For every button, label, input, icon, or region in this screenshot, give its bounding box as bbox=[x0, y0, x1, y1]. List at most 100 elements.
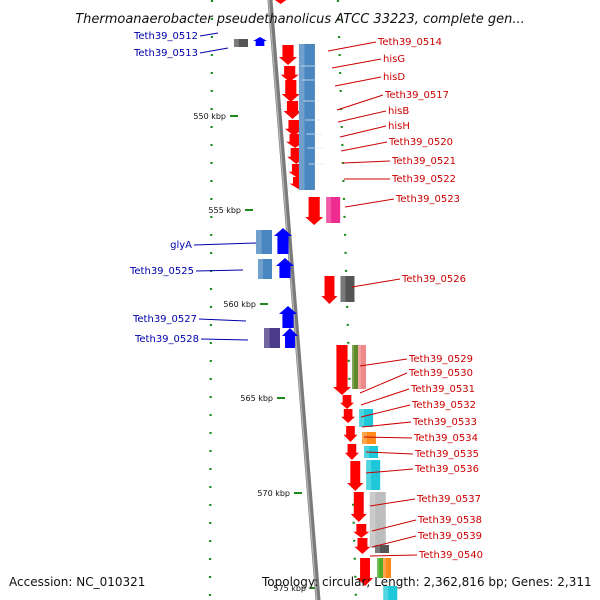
gene-bar-fill bbox=[326, 197, 341, 223]
gene-bar-fill bbox=[234, 39, 248, 47]
gene-bar-Teth39_0539 bbox=[375, 545, 389, 553]
gene-bar-fill bbox=[264, 328, 280, 348]
gene-arrow-forward bbox=[357, 558, 374, 586]
forward-leader-line bbox=[371, 535, 417, 548]
gene-arrow-forward bbox=[281, 80, 300, 102]
forward-leader-line bbox=[365, 468, 414, 474]
forward-leader-line bbox=[334, 76, 382, 87]
reverse-leader-line bbox=[195, 269, 244, 272]
forward-leader-line bbox=[351, 278, 401, 288]
gene-arrow-forward bbox=[279, 45, 297, 65]
forward-leader-line bbox=[339, 125, 387, 138]
kbp-tick-label: 570 kbp bbox=[257, 489, 290, 498]
gene-arrow-forward bbox=[280, 66, 299, 82]
gene-arrow-forward bbox=[350, 492, 367, 522]
forward-leader-line bbox=[371, 519, 417, 532]
gene-bar-fill bbox=[359, 409, 374, 427]
gene-bar-fill bbox=[366, 460, 381, 490]
gene-bar-shine bbox=[258, 259, 263, 279]
topology-text: Topology: circular; Length: 2,362,816 bp… bbox=[261, 575, 592, 589]
reverse-leader-line bbox=[198, 318, 247, 322]
gene-arrow-reverse bbox=[274, 228, 292, 254]
forward-leader-line bbox=[336, 94, 384, 111]
forward-gene-label: hisG bbox=[383, 54, 405, 65]
gene-bar-shine bbox=[340, 276, 346, 302]
gene-bar-shine bbox=[298, 44, 305, 190]
gene-bar-shine bbox=[377, 558, 380, 578]
reverse-gene-label: Teth39_0525 bbox=[129, 266, 194, 277]
forward-gene-label: Teth39_0514 bbox=[377, 37, 442, 48]
forward-gene-label: Teth39_0529 bbox=[408, 354, 473, 365]
kbp-tick-label: 560 kbp bbox=[223, 300, 256, 309]
forward-leader-line bbox=[331, 58, 382, 69]
gene-features bbox=[234, 0, 398, 600]
gene-bar-shine bbox=[358, 345, 361, 389]
gene-arrow-forward bbox=[344, 444, 359, 460]
forward-leader-line bbox=[327, 41, 377, 52]
forward-gene-label: Teth39_0521 bbox=[391, 156, 456, 167]
forward-gene-label: Teth39_0540 bbox=[418, 550, 483, 561]
forward-leader-line bbox=[365, 451, 414, 455]
gene-bar-fill bbox=[258, 259, 272, 279]
map-title: Thermoanaerobacter pseudethanolicus ATCC… bbox=[75, 12, 525, 27]
kbp-tick-label: 550 kbp bbox=[193, 112, 226, 121]
gene-bar-Teth39_0530 bbox=[358, 345, 366, 389]
forward-leader-line bbox=[340, 141, 388, 152]
forward-leader-line bbox=[344, 198, 395, 208]
gene-labels: Teth39_0512 Teth39_0513 glyA Teth39_0525 Tet… bbox=[129, 31, 483, 561]
gene-bar-Teth39_0540a bbox=[377, 558, 384, 578]
forward-gene-label: Teth39_0523 bbox=[395, 194, 460, 205]
gene-bar-fill bbox=[352, 345, 358, 389]
genome-axis-highlight bbox=[268, 0, 318, 600]
forward-leader-line bbox=[369, 498, 416, 507]
gene-bar-Teth39_0537 bbox=[369, 492, 386, 548]
dotted-guide-left bbox=[208, 0, 214, 600]
gene-arrow-forward bbox=[274, 0, 287, 4]
gene-bar-shine bbox=[264, 328, 270, 348]
forward-gene-label: Teth39_0536 bbox=[414, 464, 479, 475]
gene-arrow-reverse bbox=[282, 328, 298, 348]
gene-bar-Teth39_0536 bbox=[366, 460, 381, 490]
forward-leader-line bbox=[360, 404, 411, 418]
reverse-gene-label: Teth39_0513 bbox=[133, 48, 198, 59]
gene-bar-fill bbox=[256, 230, 272, 254]
gene-bar-fill bbox=[369, 492, 386, 548]
gene-arrow-forward bbox=[333, 345, 351, 395]
forward-leader-line bbox=[361, 421, 412, 428]
gene-bar-fill bbox=[358, 345, 366, 389]
reverse-leader-line bbox=[199, 47, 229, 54]
gene-bar-shine bbox=[359, 409, 365, 427]
gene-bar-Teth39_0512 bbox=[234, 39, 248, 47]
forward-leader-line bbox=[359, 372, 408, 394]
forward-gene-label: Teth39_0538 bbox=[417, 515, 482, 526]
gene-bar-Teth39_0528 bbox=[264, 328, 280, 348]
gene-bar-fill bbox=[340, 276, 355, 302]
gene-bar-fill bbox=[377, 558, 384, 578]
forward-gene-label: Teth39_0522 bbox=[391, 174, 456, 185]
reverse-gene-label: Teth39_0528 bbox=[134, 334, 199, 345]
gene-arrow-forward bbox=[347, 461, 364, 491]
gene-bar-shine bbox=[234, 39, 239, 47]
gene-arrow-forward bbox=[341, 409, 356, 423]
kbp-tick-label: 575 kbp bbox=[273, 584, 306, 593]
gene-bar-Teth39_0523 bbox=[326, 197, 341, 223]
gene-arrow-reverse bbox=[279, 306, 297, 328]
forward-leader-line bbox=[337, 110, 387, 123]
gene-bar-Teth39_0540b bbox=[383, 558, 392, 578]
gene-bar-fill bbox=[383, 558, 392, 578]
forward-leader-line bbox=[342, 160, 391, 164]
forward-gene-label: Teth39_0517 bbox=[384, 90, 449, 101]
gene-bar-fill bbox=[361, 432, 376, 444]
gene-bar-hisG bbox=[298, 44, 315, 190]
gene-bar-shine bbox=[383, 586, 389, 600]
gene-arrow-forward bbox=[343, 426, 358, 442]
forward-gene-label: Teth39_0520 bbox=[388, 137, 453, 148]
gene-bar-shine bbox=[352, 345, 355, 389]
gene-bar-fill bbox=[298, 44, 315, 190]
forward-gene-label: hisD bbox=[383, 72, 405, 83]
gene-bar-shine bbox=[361, 432, 367, 444]
gene-bar-shine bbox=[383, 558, 386, 578]
forward-leader-line bbox=[363, 436, 413, 439]
